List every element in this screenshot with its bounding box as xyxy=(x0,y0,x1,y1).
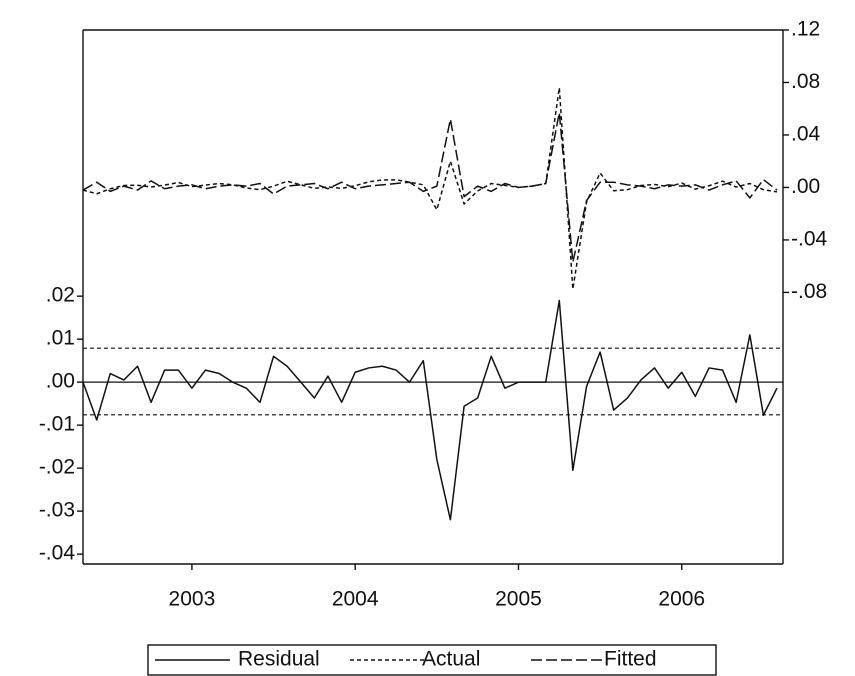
y2-tick-label: .08 xyxy=(791,70,820,93)
x-tick-label: 2004 xyxy=(332,588,379,611)
series-line xyxy=(82,299,778,521)
x-tick-label: 2003 xyxy=(169,588,216,611)
y2-tick-label: .04 xyxy=(791,123,821,146)
series-line xyxy=(82,86,778,290)
y-tick-label: -.04 xyxy=(39,542,76,565)
y-tick-label: -.01 xyxy=(39,413,75,436)
legend-box xyxy=(147,644,717,676)
y2-tick-label: .00 xyxy=(791,175,820,198)
x-tick-label: 2006 xyxy=(658,588,705,611)
legend-label: Residual xyxy=(238,648,320,671)
y-tick-label: .01 xyxy=(46,327,75,350)
y2-tick-label: .12 xyxy=(791,18,820,41)
y2-tick-label: -.04 xyxy=(791,227,828,250)
series-line xyxy=(82,111,778,263)
legend-label: Actual xyxy=(422,648,480,671)
x-tick-label: 2005 xyxy=(495,588,542,611)
y-tick-label: .00 xyxy=(46,370,75,393)
plot-area: .02 .01 .00 -.01 -.02 -.03 -.04 .12 .08 .04 .00 -.0… xyxy=(39,18,828,611)
y-tick-label: -.02 xyxy=(39,456,75,479)
legend: Residual Actual Fitted xyxy=(147,644,717,676)
y-tick-label: .02 xyxy=(46,284,75,307)
y2-tick-label: -.08 xyxy=(791,280,827,303)
y-tick-label: -.03 xyxy=(39,499,75,522)
legend-label: Fitted xyxy=(604,648,657,671)
